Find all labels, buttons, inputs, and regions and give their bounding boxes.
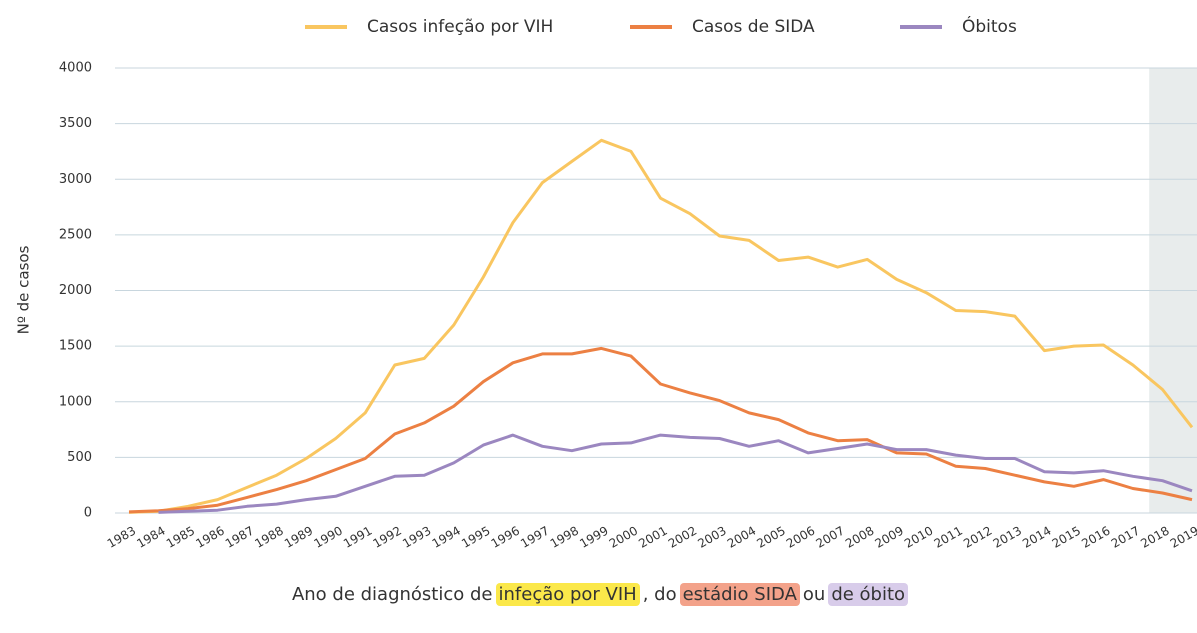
x-tick-label: 1996 [489, 524, 522, 551]
x-tick-label: 1995 [459, 524, 492, 551]
data-line [128, 346, 1193, 514]
y-tick-label: 2000 [59, 283, 92, 298]
x-tick-label: 1984 [134, 524, 167, 551]
x-tick-label: 1983 [105, 524, 138, 551]
x-tick-label: 1999 [577, 524, 610, 551]
x-tick-label: 1991 [341, 524, 374, 551]
x-tick-label: 2010 [902, 524, 935, 551]
x-axis-title-part: , do [642, 584, 677, 605]
data-line [128, 138, 1194, 514]
x-tick-label: 2003 [695, 524, 728, 551]
x-tick-label: 2001 [636, 524, 669, 551]
data-line [158, 433, 1193, 514]
legend-item: Casos infeção por VIH [305, 17, 553, 37]
y-axis-title: Nº de casos [15, 245, 33, 334]
legend-text: Casos infeção por VIH [367, 17, 553, 37]
x-axis-title-part: de óbito [828, 583, 909, 606]
x-tick-label: 2006 [784, 524, 817, 551]
x-tick-label: 2017 [1109, 524, 1142, 551]
x-tick-label: 1994 [430, 524, 463, 551]
x-axis-title-part: infeção por VIH [495, 583, 640, 606]
legend-text: Casos de SIDA [692, 17, 815, 37]
y-tick-label: 0 [84, 506, 92, 521]
x-axis-title-part: estádio SIDA [679, 583, 800, 606]
x-tick-label: 1986 [193, 524, 226, 551]
y-tick-label: 3000 [59, 172, 92, 187]
x-tick-label: 2007 [813, 524, 846, 551]
x-axis-title-part: ou [802, 584, 826, 605]
x-tick-label: 2004 [725, 524, 758, 551]
legend-item: Casos de SIDA [630, 17, 815, 37]
x-tick-label: 1985 [164, 524, 197, 551]
x-tick-label: 1993 [400, 524, 433, 551]
x-tick-label: 1989 [282, 524, 315, 551]
y-tick-label: 500 [67, 450, 92, 465]
x-tick-label: 1998 [548, 524, 581, 551]
x-tick-label: 1997 [518, 524, 551, 551]
y-tick-label: 3500 [59, 116, 92, 131]
y-tick-label: 2500 [59, 227, 92, 242]
x-tick-label: 2014 [1020, 524, 1053, 551]
x-tick-label: 2015 [1050, 524, 1083, 551]
x-tick-label: 2011 [932, 524, 965, 551]
x-tick-label: 2016 [1079, 524, 1112, 551]
x-tick-label: 1988 [252, 524, 285, 551]
x-tick-label: 2018 [1138, 524, 1171, 551]
x-tick-label: 2012 [961, 524, 994, 551]
y-tick-label: 4000 [59, 61, 92, 76]
x-tick-label: 2009 [873, 524, 906, 551]
x-tick-label: 1987 [223, 524, 256, 551]
x-tick-label: 1992 [371, 524, 404, 551]
x-tick-label: 2008 [843, 524, 876, 551]
x-tick-label: 1990 [311, 524, 344, 551]
x-tick-label: 2013 [991, 524, 1024, 551]
x-axis-title: Ano de diagnóstico de infeção por VIH, do… [0, 583, 1197, 606]
x-tick-label: 2019 [1168, 524, 1197, 551]
x-tick-label: 2005 [754, 524, 787, 551]
y-tick-label: 1000 [59, 394, 92, 409]
x-axis-title-part: Ano de diagnóstico de [291, 584, 493, 605]
legend-text: Óbitos [962, 15, 1017, 37]
x-tick-label: 2000 [607, 524, 640, 551]
y-tick-label: 1500 [59, 339, 92, 354]
legend-item: Óbitos [900, 15, 1017, 37]
x-tick-label: 2002 [666, 524, 699, 551]
